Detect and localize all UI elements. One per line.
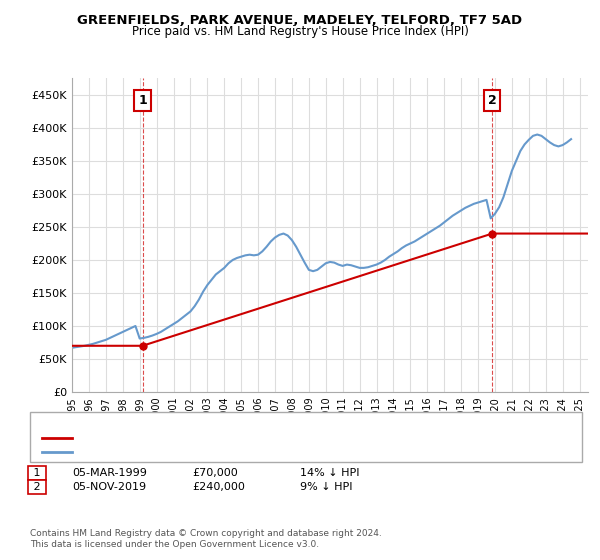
Text: 05-MAR-1999: 05-MAR-1999 <box>72 468 147 478</box>
Text: £70,000: £70,000 <box>192 468 238 478</box>
Text: 1: 1 <box>138 94 147 107</box>
Text: 14% ↓ HPI: 14% ↓ HPI <box>300 468 359 478</box>
Text: 9% ↓ HPI: 9% ↓ HPI <box>300 482 353 492</box>
Text: Price paid vs. HM Land Registry's House Price Index (HPI): Price paid vs. HM Land Registry's House … <box>131 25 469 38</box>
Text: 1: 1 <box>30 468 44 478</box>
Text: 05-NOV-2019: 05-NOV-2019 <box>72 482 146 492</box>
Text: GREENFIELDS, PARK AVENUE, MADELEY, TELFORD, TF7 5AD (detached house): GREENFIELDS, PARK AVENUE, MADELEY, TELFO… <box>78 433 484 443</box>
Text: 2: 2 <box>30 482 44 492</box>
Text: 2: 2 <box>488 94 497 107</box>
Text: HPI: Average price, detached house, Telford and Wrekin: HPI: Average price, detached house, Telf… <box>78 447 368 457</box>
Text: Contains HM Land Registry data © Crown copyright and database right 2024.
This d: Contains HM Land Registry data © Crown c… <box>30 529 382 549</box>
Text: GREENFIELDS, PARK AVENUE, MADELEY, TELFORD, TF7 5AD: GREENFIELDS, PARK AVENUE, MADELEY, TELFO… <box>77 14 523 27</box>
Text: £240,000: £240,000 <box>192 482 245 492</box>
